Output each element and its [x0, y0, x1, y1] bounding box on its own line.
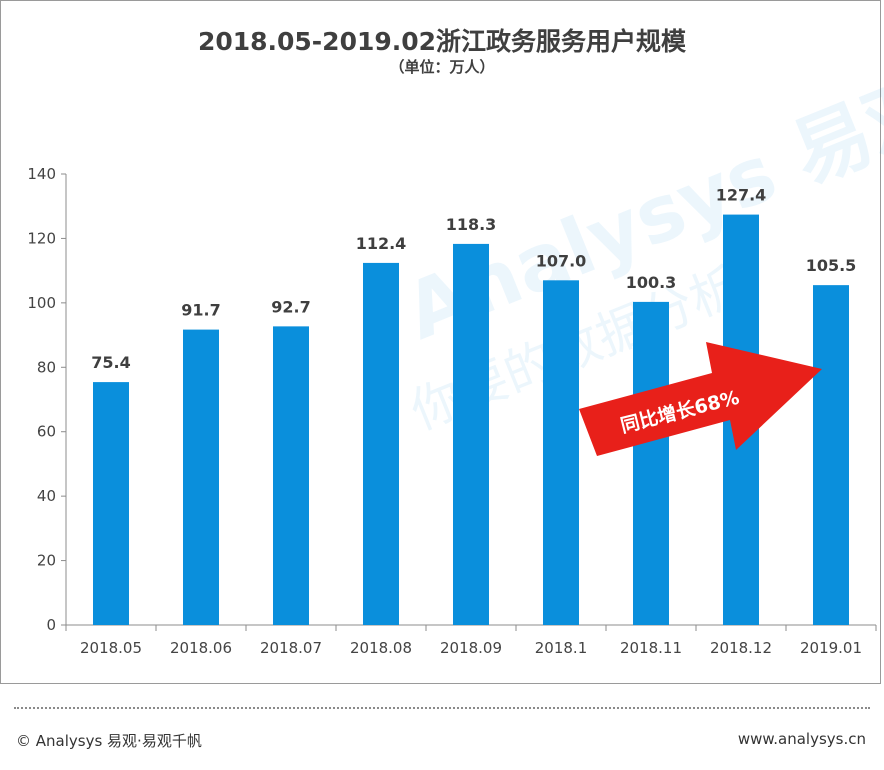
x-tick-label: 2018.07 [260, 639, 322, 657]
x-tick-label: 2018.05 [80, 639, 142, 657]
y-tick-label: 140 [27, 165, 56, 183]
bar-2018.11 [633, 301, 669, 625]
y-tick-label: 60 [37, 423, 56, 441]
footer-url: www.analysys.cn [737, 730, 866, 748]
x-tick-label: 2018.06 [170, 639, 232, 657]
bar-2018.09 [453, 243, 489, 625]
growth-arrow [579, 342, 822, 456]
x-tick-label: 2019.01 [800, 639, 862, 657]
y-tick-label: 20 [37, 552, 56, 570]
y-tick-label: 40 [37, 487, 56, 505]
growth-annotation: 同比增长68% [579, 342, 822, 456]
data-label: 112.4 [356, 234, 407, 253]
bar-2018.06 [183, 329, 219, 625]
data-label: 127.4 [716, 186, 767, 205]
x-tick-label: 2018.11 [620, 639, 682, 657]
x-tick-label: 2018.1 [535, 639, 588, 657]
bar-2018.1 [543, 280, 579, 625]
data-label: 118.3 [446, 215, 497, 234]
footer-copyright: © Analysys 易观·易观千帆 [16, 732, 202, 750]
chart-subtitle: （单位：万人） [389, 58, 495, 76]
data-label: 91.7 [181, 301, 220, 320]
bar-2018.08 [363, 262, 399, 625]
x-tick-label: 2018.12 [710, 639, 772, 657]
bar-2019.01 [813, 285, 849, 625]
data-label: 100.3 [626, 273, 677, 292]
data-label: 107.0 [536, 251, 587, 270]
data-label: 105.5 [806, 256, 857, 275]
data-label: 92.7 [271, 297, 310, 316]
bar-2018.05 [93, 382, 129, 625]
x-tick-label: 2018.08 [350, 639, 412, 657]
data-label: 75.4 [91, 353, 130, 372]
y-tick-label: 0 [46, 616, 56, 634]
footer-divider [14, 707, 870, 709]
y-tick-label: 100 [27, 294, 56, 312]
x-tick-label: 2018.09 [440, 639, 502, 657]
bar-2018.07 [273, 326, 309, 625]
y-tick-label: 80 [37, 358, 56, 376]
chart-title: 2018.05-2019.02浙江政务服务用户规模 [197, 27, 687, 56]
y-tick-label: 120 [27, 229, 56, 247]
